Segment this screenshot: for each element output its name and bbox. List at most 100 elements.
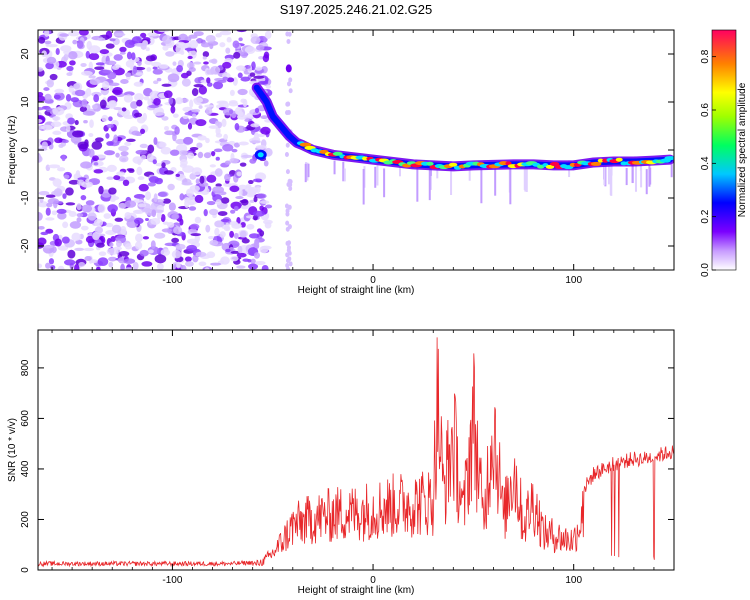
spectrogram-noise-blob bbox=[97, 257, 109, 266]
spectrogram-noise-blob bbox=[156, 77, 162, 82]
spectrogram-noise-blob bbox=[41, 50, 47, 58]
spectrogram-noise-blob bbox=[92, 231, 100, 241]
spectrogram-noise-blob bbox=[168, 202, 176, 211]
spectrogram-noise-blob bbox=[262, 54, 270, 63]
spectrogram-noise-blob bbox=[167, 73, 180, 83]
spectrogram-noise-blob bbox=[217, 211, 228, 217]
spectrogram-noise-blob bbox=[134, 93, 144, 102]
colorbar-ticks: 0.0 0.2 0.4 0.6 0.8 bbox=[700, 49, 716, 277]
spectrogram-noise-blob bbox=[85, 87, 92, 97]
spectrogram-noise-blob bbox=[285, 252, 290, 258]
spectrogram-noise-blob bbox=[92, 155, 99, 162]
spectrogram-noise-blob bbox=[240, 205, 249, 210]
spectrogram-noise-blob bbox=[157, 191, 168, 197]
spectrogram-noise-blob bbox=[76, 213, 84, 218]
spectrogram-noise-blob bbox=[175, 138, 186, 145]
spectrogram-noise-blob bbox=[160, 146, 172, 155]
spectrogram-noise-blob bbox=[176, 64, 184, 73]
spectrogram-noise-blob bbox=[69, 221, 82, 229]
snr-ticks: -100 0 100 0 200 400 600 800 bbox=[20, 330, 675, 586]
spectrogram-noise-blob bbox=[96, 242, 105, 248]
snr-ytick-label: 600 bbox=[20, 410, 31, 427]
spectrogram-noise-blob bbox=[54, 238, 62, 247]
spectrogram-noise-blob bbox=[97, 204, 106, 213]
spectrogram-noise-blob bbox=[138, 203, 147, 208]
spectrogram-noise-blob bbox=[108, 256, 117, 262]
spectrogram-noise-blob bbox=[225, 47, 231, 54]
spectrogram-noise-blob bbox=[50, 265, 56, 270]
spectrogram-noise-blob bbox=[211, 58, 218, 65]
spectrogram-noise-blob bbox=[215, 33, 222, 38]
spectrogram-streak bbox=[383, 168, 386, 198]
spectrogram-noise-blob bbox=[204, 267, 210, 270]
spectrogram-noise-blob bbox=[284, 152, 289, 158]
spectrogram-noise-blob bbox=[285, 101, 290, 107]
spectrogram-noise-blob bbox=[85, 200, 95, 206]
spectrogram-noise-blob bbox=[110, 197, 116, 202]
colorbar: 0.0 0.2 0.4 0.6 0.8 Normalized spectral ampl… bbox=[700, 29, 748, 277]
spectrogram-noise-blob bbox=[52, 107, 65, 116]
spectrogram-noise-blob bbox=[256, 228, 262, 233]
spectrogram-noise-blob bbox=[181, 182, 193, 186]
spectrogram-trace-peak bbox=[448, 162, 458, 167]
spectrogram-noise-blob bbox=[285, 220, 290, 226]
spectrogram-streak bbox=[603, 164, 606, 186]
spectrogram-noise-blob bbox=[43, 87, 50, 91]
spectrogram-streak bbox=[607, 162, 610, 185]
spectrogram-noise-blob bbox=[254, 260, 266, 266]
spectrogram-noise-blob bbox=[195, 178, 200, 185]
spectrogram-noise-blob bbox=[229, 230, 235, 238]
spectrogram-noise-blob bbox=[114, 217, 124, 222]
spectrogram-noise-blob bbox=[133, 112, 143, 118]
spectrogram-noise-blob bbox=[49, 73, 58, 81]
spectrogram-noise-blob bbox=[178, 150, 188, 156]
spectrogram-noise-blob bbox=[142, 236, 150, 240]
spectrogram-noise-blob bbox=[81, 204, 93, 213]
spectrogram-noise-blob bbox=[80, 194, 87, 201]
spectrogram-noise-blob bbox=[184, 261, 194, 267]
spectrogram-noise-blob bbox=[285, 208, 290, 214]
spectrogram-noise-blob bbox=[171, 81, 178, 86]
spectrogram-noise-blob bbox=[113, 134, 118, 143]
spectrogram-noise-blob bbox=[244, 46, 256, 54]
spectrogram-noise-blob bbox=[138, 183, 149, 192]
spectrogram-noise-blob bbox=[247, 188, 257, 196]
spectrogram-noise-blob bbox=[229, 89, 235, 97]
spectrogram-noise-blob bbox=[226, 36, 232, 43]
spectrogram-noise-blob bbox=[88, 61, 93, 70]
spectrogram-noise-blob bbox=[160, 248, 171, 256]
spectrogram-noise-blob bbox=[74, 247, 85, 252]
spectrogram-ylabel: Frequency (Hz) bbox=[7, 116, 18, 185]
spectrogram-noise-blob bbox=[146, 153, 154, 162]
spectrogram-noise-blob bbox=[136, 99, 143, 107]
spectrogram-blob bbox=[257, 152, 264, 158]
snr-frame bbox=[37, 329, 675, 571]
spectrogram-noise-blob bbox=[45, 62, 54, 70]
spectrogram-noise-blob bbox=[38, 67, 44, 72]
spectrogram-noise-blob bbox=[38, 153, 42, 163]
spectrogram-noise-blob bbox=[215, 199, 222, 206]
spectrogram-noise-blob bbox=[287, 256, 292, 262]
spectrogram-noise-blob bbox=[208, 125, 220, 129]
spectrogram-noise-blob bbox=[99, 99, 107, 109]
spectrogram-noise-blob bbox=[149, 90, 161, 100]
spectrogram-noise-blob bbox=[233, 205, 239, 212]
spectrogram-streak bbox=[631, 164, 634, 184]
snr-xtick-label: 100 bbox=[565, 575, 582, 586]
spectrogram-noise-blob bbox=[230, 209, 236, 214]
spectrogram-noise-blob bbox=[215, 183, 222, 187]
spectrogram-noise-blob bbox=[187, 152, 195, 159]
spectrogram-noise-blob bbox=[86, 40, 92, 50]
spectrogram-noise-blob bbox=[161, 116, 169, 121]
spectrogram-noise-blob bbox=[202, 56, 207, 60]
spectrogram-noise-blob bbox=[38, 225, 45, 230]
spectrogram-noise-blob bbox=[186, 244, 198, 252]
spectrogram-streak bbox=[429, 165, 432, 176]
spectrogram-noise-blob bbox=[225, 222, 230, 230]
spectrogram-noise-blob bbox=[88, 75, 96, 79]
spectrogram-noise-blob bbox=[151, 61, 162, 67]
spectrogram-noise-blob bbox=[135, 72, 144, 76]
spectrogram-noise-blob bbox=[193, 31, 204, 37]
spectrogram-noise-blob bbox=[214, 168, 223, 177]
spectrogram-noise-blob bbox=[233, 232, 239, 239]
